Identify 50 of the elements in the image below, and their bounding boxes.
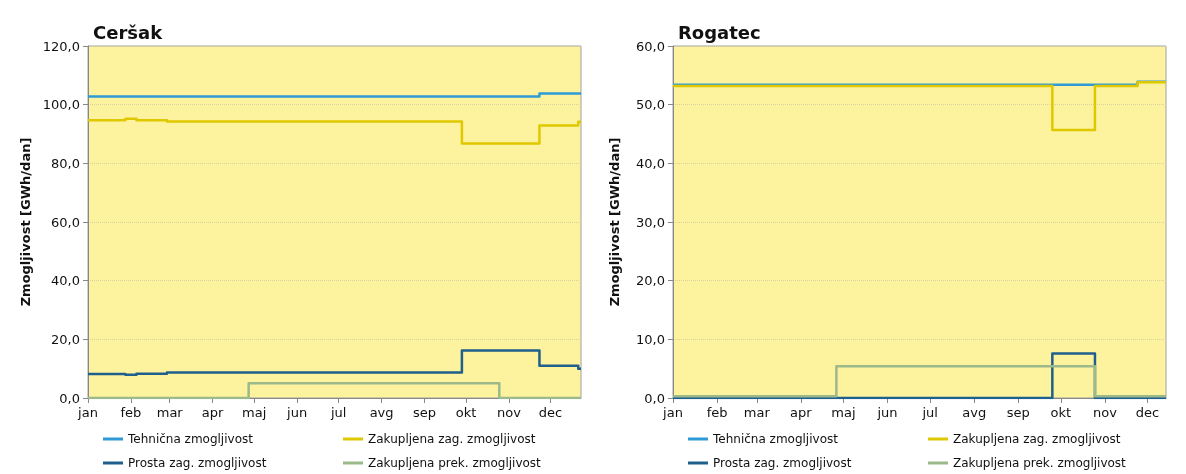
x-tick-label: jan (662, 405, 683, 420)
x-tick-label: apr (790, 405, 813, 420)
legend-label: Prosta zag. zmogljivost (713, 456, 852, 470)
y-tick-label: 40,0 (636, 155, 665, 171)
y-tick-label: 0,0 (644, 390, 665, 406)
y-tick-label: 40,0 (51, 273, 80, 289)
x-tick-label: okt (455, 405, 477, 420)
x-tick-label: jan (77, 405, 98, 420)
x-tick-label: avg (369, 405, 394, 420)
x-tick-label: feb (120, 405, 142, 420)
y-tick-label: 10,0 (636, 331, 665, 347)
y-tick-label: 80,0 (51, 155, 80, 171)
x-tick-label: avg (962, 405, 987, 420)
x-tick-label: nov (1092, 405, 1118, 420)
legend-label: Zakupljena prek. zmogljivost (953, 456, 1127, 470)
y-tick-label: 60,0 (636, 38, 665, 54)
legend-label: Tehnična zmogljivost (127, 432, 254, 446)
chart-title: Rogatec (678, 21, 761, 43)
x-tick-label: mar (743, 405, 771, 420)
x-tick-label: maj (242, 405, 267, 420)
x-tick-label: jun (286, 405, 308, 420)
legend-label: Zakupljena zag. zmogljivost (368, 432, 536, 446)
y-tick-label: 120,0 (42, 38, 80, 54)
x-tick-label: nov (497, 405, 522, 420)
x-tick-label: jul (329, 405, 347, 420)
x-tick-label: maj (831, 405, 856, 420)
x-tick-label: mar (156, 405, 184, 420)
y-tick-label: 0,0 (59, 390, 80, 406)
x-tick-label: dec (538, 405, 563, 420)
x-tick-label: dec (1135, 405, 1160, 420)
legend-label: Tehnična zmogljivost (712, 432, 839, 446)
legend-label: Prosta zag. zmogljivost (128, 456, 267, 470)
y-tick-label: 50,0 (636, 97, 665, 113)
y-axis-title: Zmogljivost [GWh/dan] (607, 137, 622, 307)
x-tick-label: jun (876, 405, 898, 420)
chart-title: Ceršak (93, 21, 164, 43)
y-tick-label: 20,0 (51, 331, 80, 347)
x-tick-label: okt (1050, 405, 1072, 420)
y-tick-label: 20,0 (636, 273, 665, 289)
x-tick-label: sep (1006, 405, 1030, 420)
x-tick-label: jul (921, 405, 938, 420)
y-axis-title: Zmogljivost [GWh/dan] (17, 137, 33, 307)
y-tick-label: 60,0 (51, 214, 80, 230)
legend-label: Zakupljena zag. zmogljivost (953, 432, 1121, 446)
y-tick-label: 100,0 (42, 97, 80, 113)
x-tick-label: feb (706, 405, 728, 420)
y-tick-label: 30,0 (636, 214, 665, 230)
legend-label: Zakupljena prek. zmogljivost (368, 456, 542, 470)
x-tick-label: sep (413, 405, 437, 420)
x-tick-label: apr (201, 405, 225, 420)
